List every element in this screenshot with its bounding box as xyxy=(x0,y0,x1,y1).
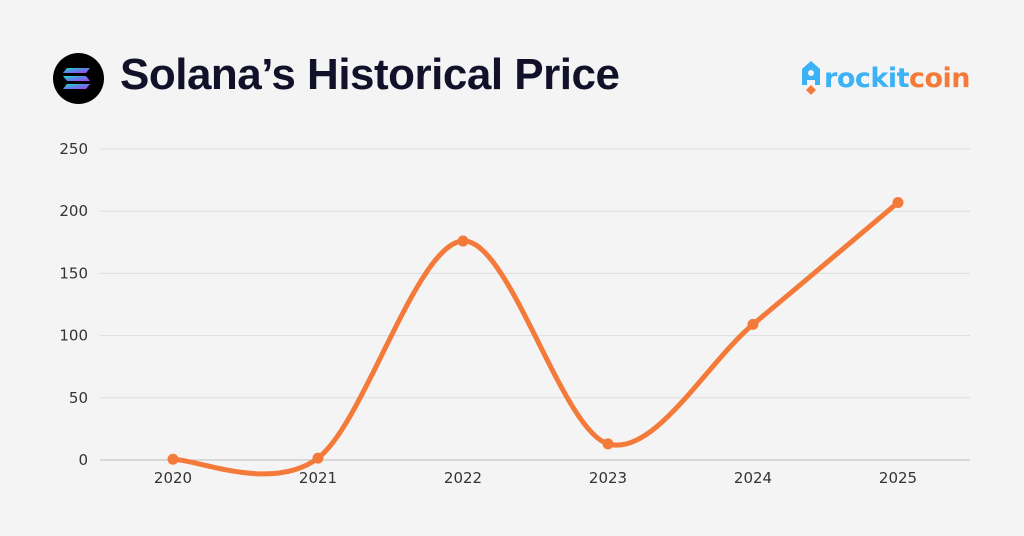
y-tick-label: 0 xyxy=(78,451,88,469)
y-tick-label: 250 xyxy=(59,140,88,158)
x-tick-label: 2023 xyxy=(589,469,627,487)
x-tick-label: 2025 xyxy=(879,469,917,487)
page-title: Solana’s Historical Price xyxy=(120,50,620,99)
brand-logo: rockit coin xyxy=(798,58,971,98)
data-point xyxy=(457,235,469,247)
brand-name-part2: coin xyxy=(909,62,971,94)
x-tick-label: 2022 xyxy=(444,469,482,487)
y-tick-label: 150 xyxy=(59,264,88,282)
series-line xyxy=(170,199,901,477)
x-tick-label: 2024 xyxy=(734,469,772,487)
rocket-logo-icon xyxy=(802,61,820,95)
x-tick-label: 2021 xyxy=(299,469,337,487)
data-point xyxy=(167,453,179,465)
y-tick-label: 100 xyxy=(59,327,88,345)
y-tick-label: 50 xyxy=(69,389,88,407)
solana-logo-icon xyxy=(53,53,104,104)
y-tick-label: 200 xyxy=(59,202,88,220)
data-point xyxy=(892,196,904,208)
data-point xyxy=(747,318,759,330)
brand-name-part1: rockit xyxy=(824,62,910,94)
x-tick-label: 2020 xyxy=(154,469,192,487)
data-point xyxy=(312,452,324,464)
data-point xyxy=(602,438,614,450)
